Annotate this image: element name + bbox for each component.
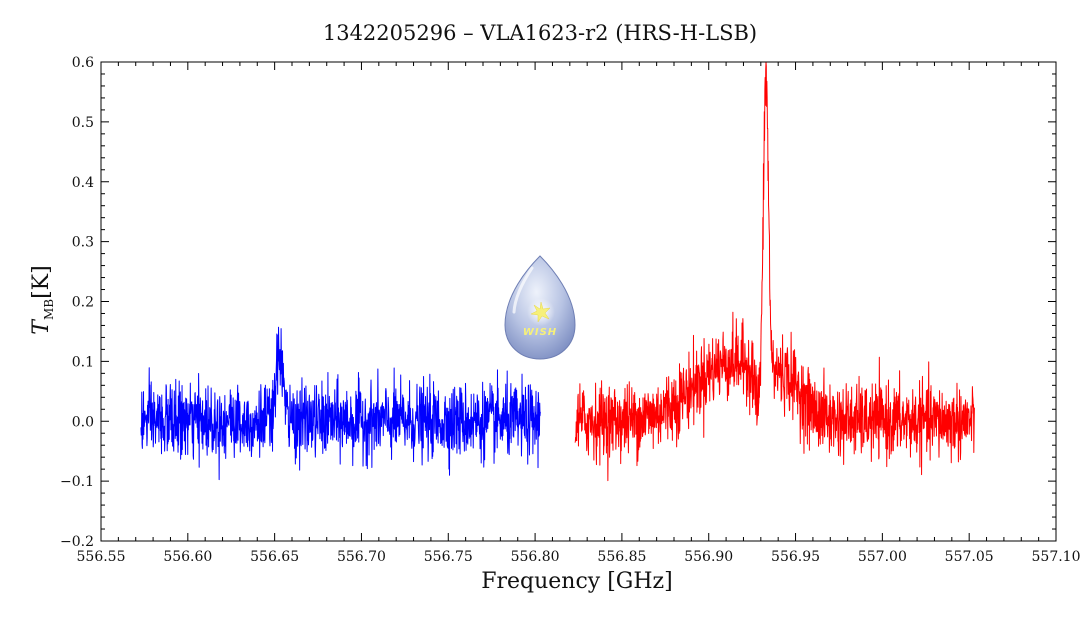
- axes-layer: 556.55 556.60 556.65 556.70 556.75 556.80 556.…: [60, 55, 1080, 565]
- x-tick-label: 557.00: [858, 549, 907, 565]
- x-tick-label: 556.80: [511, 549, 560, 565]
- x-tick-label: 556.70: [337, 549, 386, 565]
- y-tick-label: 0.2: [72, 295, 94, 311]
- y-tick-label: −0.1: [60, 474, 94, 490]
- x-tick-label: 556.65: [250, 549, 299, 565]
- y-axis-label-unit: [K]: [29, 265, 54, 299]
- x-tick-label: 556.60: [163, 549, 212, 565]
- y-tick-label: 0.0: [72, 414, 94, 430]
- star-icon: [530, 301, 551, 323]
- plot-frame: [100, 61, 1057, 542]
- wish-logo: WISH: [504, 255, 576, 360]
- y-axis-label-subscript: MB: [42, 299, 56, 320]
- x-axis-label: Frequency [GHz]: [481, 569, 673, 594]
- y-tick-label: 0.6: [72, 55, 94, 71]
- x-tick-label: 557.05: [945, 549, 994, 565]
- wish-logo-text: WISH: [523, 327, 557, 338]
- x-tick-label: 556.90: [684, 549, 733, 565]
- y-tick-label: 0.4: [72, 175, 94, 191]
- y-axis-label: TMB[K]: [29, 265, 56, 334]
- x-tick-label: 556.55: [77, 549, 126, 565]
- x-tick-label: 556.85: [597, 549, 646, 565]
- y-tick-label: 0.5: [72, 115, 94, 131]
- series-2-line: [574, 61, 975, 482]
- y-tick-label: 0.1: [72, 354, 94, 370]
- chart-title: 1342205296 – VLA1623-r2 (HRS-H-LSB): [323, 21, 757, 45]
- y-tick-label: −0.2: [60, 534, 94, 550]
- series-1-line: [140, 326, 541, 481]
- x-tick-label: 556.75: [424, 549, 473, 565]
- x-tick-label: 557.10: [1032, 549, 1080, 565]
- series-layer: [140, 61, 975, 482]
- x-tick-label: 556.95: [771, 549, 820, 565]
- y-axis-label-symbol: T: [29, 318, 54, 335]
- y-tick-label: 0.3: [72, 235, 94, 251]
